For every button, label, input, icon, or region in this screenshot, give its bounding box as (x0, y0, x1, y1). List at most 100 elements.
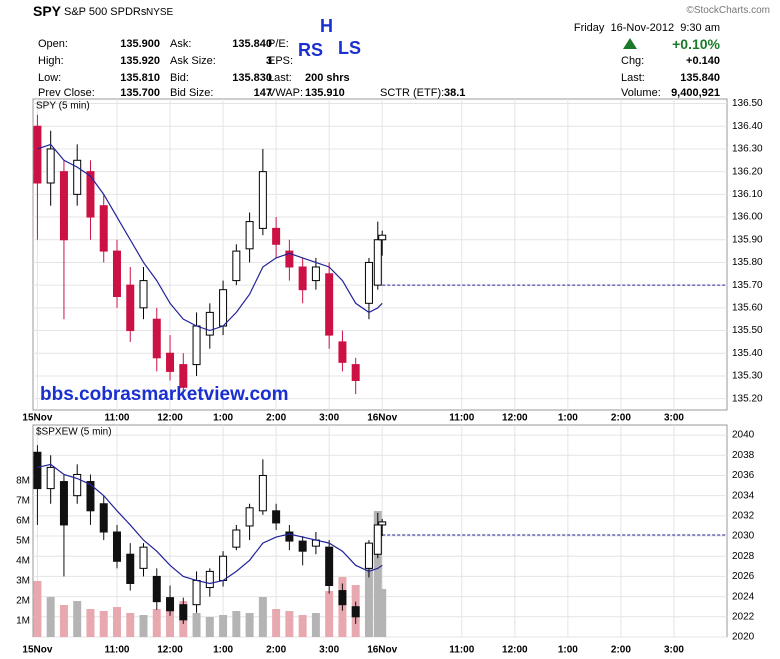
y-tick-label: 135.80 (732, 257, 763, 268)
candle-body (373, 524, 382, 555)
candle-body (338, 590, 347, 606)
volume-bar (311, 613, 320, 637)
volume-bar (232, 611, 241, 637)
field-label: P/E: (268, 38, 289, 50)
moving-average (37, 143, 383, 332)
exchange: NYSE (146, 7, 174, 18)
volume-bar (364, 565, 373, 637)
candle-body (192, 579, 201, 606)
candle-body (86, 171, 95, 218)
symbol: SPY (33, 3, 62, 19)
symbol-name: S&P 500 SPDRs (64, 6, 147, 18)
volume-bar (245, 613, 254, 637)
candle-body (73, 473, 82, 497)
y-tick-label: 2036 (732, 470, 755, 481)
volume-bar (258, 597, 267, 637)
annotation: H (320, 16, 333, 36)
y-tick-label: 2038 (732, 450, 755, 461)
y-tick-label: 2028 (732, 551, 755, 562)
x-tick-label: 16Nov (367, 645, 397, 656)
moving-average (37, 463, 383, 585)
field-label: Last: (621, 72, 645, 84)
x-tick-label: 11:00 (449, 645, 474, 656)
date: Friday 16-Nov-2012 9:30 am (573, 22, 720, 34)
x-tick-label: 15Nov (22, 413, 52, 424)
candle-body (272, 227, 281, 245)
field-value: 135.900 (120, 38, 160, 50)
volume-bar (205, 617, 214, 637)
volume-bar (285, 611, 294, 637)
y-tick-label: 2030 (732, 531, 755, 542)
y-tick-label: 135.90 (732, 234, 763, 245)
field-value: 135.840 (680, 72, 720, 84)
field-value: 135.840 (232, 38, 272, 50)
y-tick-label: 2040 (732, 430, 755, 441)
candle-body (364, 542, 373, 569)
y2-tick-label: 5M (16, 536, 30, 547)
field-value: 9,400,921 (671, 87, 720, 99)
candle-body (338, 341, 347, 363)
candle-body (139, 280, 148, 309)
y-tick-label: 136.20 (732, 166, 763, 177)
candle-body (46, 148, 55, 184)
y-tick-label: 2022 (732, 611, 755, 622)
volume-bar (298, 615, 307, 637)
candle-body (258, 171, 267, 229)
y-tick-label: 136.00 (732, 212, 763, 223)
candle-body (152, 318, 161, 359)
field-value: 135.920 (120, 55, 160, 67)
x-tick-label: 1:00 (558, 645, 578, 656)
candle-body (351, 606, 360, 618)
field-value: 38.1 (444, 87, 466, 99)
candle-body (139, 546, 148, 569)
y2-tick-label: 2M (16, 596, 30, 607)
x-tick-label: 2:00 (266, 413, 286, 424)
field-label: SCTR (ETF): (380, 87, 445, 99)
field-value: 135.830 (232, 72, 272, 84)
volume-bar (99, 611, 108, 637)
y-tick-label: 136.40 (732, 121, 763, 132)
candle-body (166, 352, 175, 372)
field-label: Bid: (170, 72, 189, 84)
y-tick-label: 2034 (732, 490, 755, 501)
field-value: 200 shrs (305, 72, 350, 84)
candle-body (245, 507, 254, 527)
candle-body (364, 261, 373, 304)
candle-body (205, 570, 214, 589)
candle-body (311, 266, 320, 282)
field-label: Chg: (621, 55, 645, 67)
candle-body (59, 171, 68, 241)
up-triangle (623, 38, 637, 49)
candle-body (232, 529, 241, 548)
y2-tick-label: 7M (16, 496, 30, 507)
y2-tick-label: 1M (16, 616, 30, 627)
field-value: 135.810 (120, 72, 160, 84)
field-value: 147 (253, 87, 272, 99)
field-label: Bid Size: (170, 87, 214, 99)
candle-body (373, 239, 382, 286)
x-tick-label: 12:00 (157, 645, 183, 656)
x-tick-label: 12:00 (157, 413, 183, 424)
candle-body (245, 221, 254, 250)
candle-body (86, 481, 95, 512)
volume-bar (112, 607, 121, 637)
y-tick-label: 2032 (732, 510, 755, 521)
x-tick-label: 3:00 (319, 645, 339, 656)
y-tick-label: 135.30 (732, 371, 763, 382)
y-tick-label: 136.50 (732, 98, 763, 109)
candle-body (166, 597, 175, 612)
volume-bar (126, 613, 135, 637)
y-tick-label: 2020 (732, 632, 755, 643)
y2-tick-label: 6M (16, 516, 30, 527)
y-tick-label: 2026 (732, 571, 755, 582)
x-tick-label: 1:00 (213, 645, 233, 656)
volume-bar (192, 613, 201, 637)
candle-body (351, 364, 360, 381)
volume-bar (378, 589, 387, 637)
field-label: Prev Close: (38, 87, 95, 99)
x-tick-label: 3:00 (664, 645, 684, 656)
candle-body (152, 575, 161, 603)
candle-body (99, 503, 108, 533)
y-tick-label: 135.70 (732, 280, 763, 291)
